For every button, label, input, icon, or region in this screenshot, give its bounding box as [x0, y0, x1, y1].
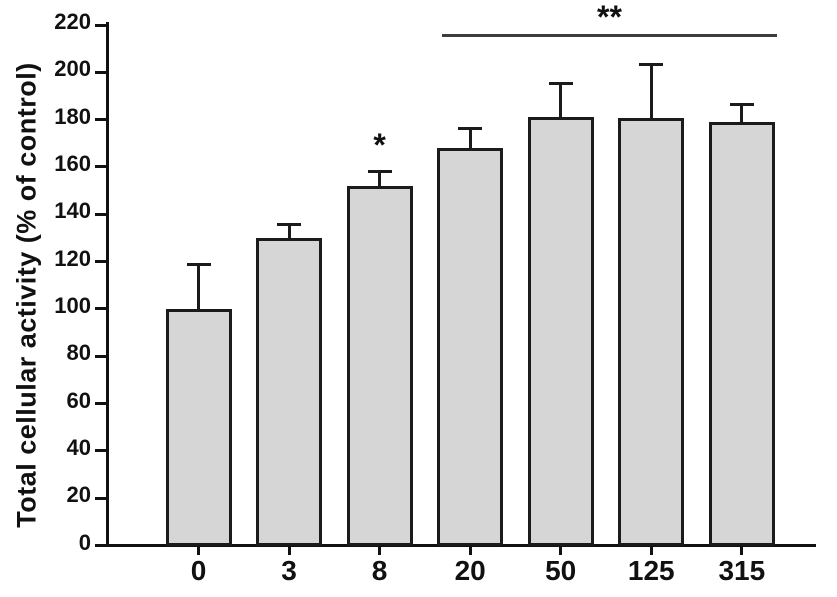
x-tick-label: 315	[718, 555, 766, 586]
y-tick-label: 0	[78, 529, 91, 555]
error-bar-stem	[378, 170, 382, 188]
y-tick-label: 120	[54, 245, 91, 271]
error-bar-stem	[559, 82, 563, 120]
y-tick-label: 140	[54, 198, 91, 224]
error-bar-cap	[639, 63, 664, 67]
error-bar-cap	[367, 169, 392, 173]
x-tick-label: 125	[627, 555, 675, 586]
error-bar-cap	[548, 81, 573, 85]
y-tick	[95, 544, 106, 547]
y-tick-label: 20	[66, 482, 91, 508]
x-tick	[740, 547, 744, 555]
y-tick-label: 220	[54, 9, 91, 34]
y-tick	[95, 70, 106, 74]
y-tick	[95, 307, 106, 311]
error-bar-cap	[186, 262, 211, 266]
y-tick	[95, 23, 106, 27]
error-bar-cap	[729, 103, 754, 107]
error-bar-cap	[458, 126, 483, 130]
y-tick-label: 180	[54, 103, 91, 129]
y-tick	[95, 212, 106, 216]
y-tick-label: 200	[54, 56, 91, 82]
bar	[527, 117, 594, 546]
x-tick	[649, 547, 653, 555]
error-bar-cap	[277, 222, 302, 226]
y-tick	[95, 354, 106, 358]
y-tick-label: 40	[66, 434, 91, 460]
y-axis-line	[106, 22, 109, 547]
error-bar-stem	[197, 263, 200, 311]
x-tick	[197, 547, 200, 555]
y-tick-label: 160	[54, 150, 91, 176]
y-tick-label: 80	[66, 340, 91, 366]
error-bar-stem	[649, 64, 653, 121]
significance-line	[442, 34, 777, 37]
error-bar-stem	[287, 223, 291, 240]
error-bar-stem	[740, 104, 744, 124]
y-tick	[95, 402, 106, 406]
y-tick	[95, 118, 106, 122]
bar	[165, 308, 232, 546]
x-tick-label: 0	[190, 555, 207, 586]
error-bar-stem	[468, 127, 472, 151]
x-tick-label: 50	[545, 555, 577, 586]
significance-stars: **	[597, 0, 622, 35]
x-tick-label: 3	[281, 555, 297, 586]
y-tick-label: 60	[66, 387, 91, 413]
bar	[437, 148, 504, 546]
y-tick	[95, 165, 106, 169]
y-tick	[95, 449, 106, 453]
y-tick	[95, 260, 106, 264]
bar	[618, 118, 685, 546]
bar	[346, 185, 413, 546]
bar	[708, 122, 775, 546]
x-tick	[468, 547, 472, 555]
x-tick	[378, 547, 382, 555]
x-tick	[287, 547, 291, 555]
bar	[256, 237, 323, 546]
x-tick	[559, 547, 563, 555]
significance-star: *	[373, 127, 386, 163]
x-tick-label: 20	[454, 555, 486, 586]
y-tick-label: 100	[54, 292, 91, 318]
x-tick-label: 8	[371, 555, 388, 586]
y-tick	[95, 496, 106, 500]
